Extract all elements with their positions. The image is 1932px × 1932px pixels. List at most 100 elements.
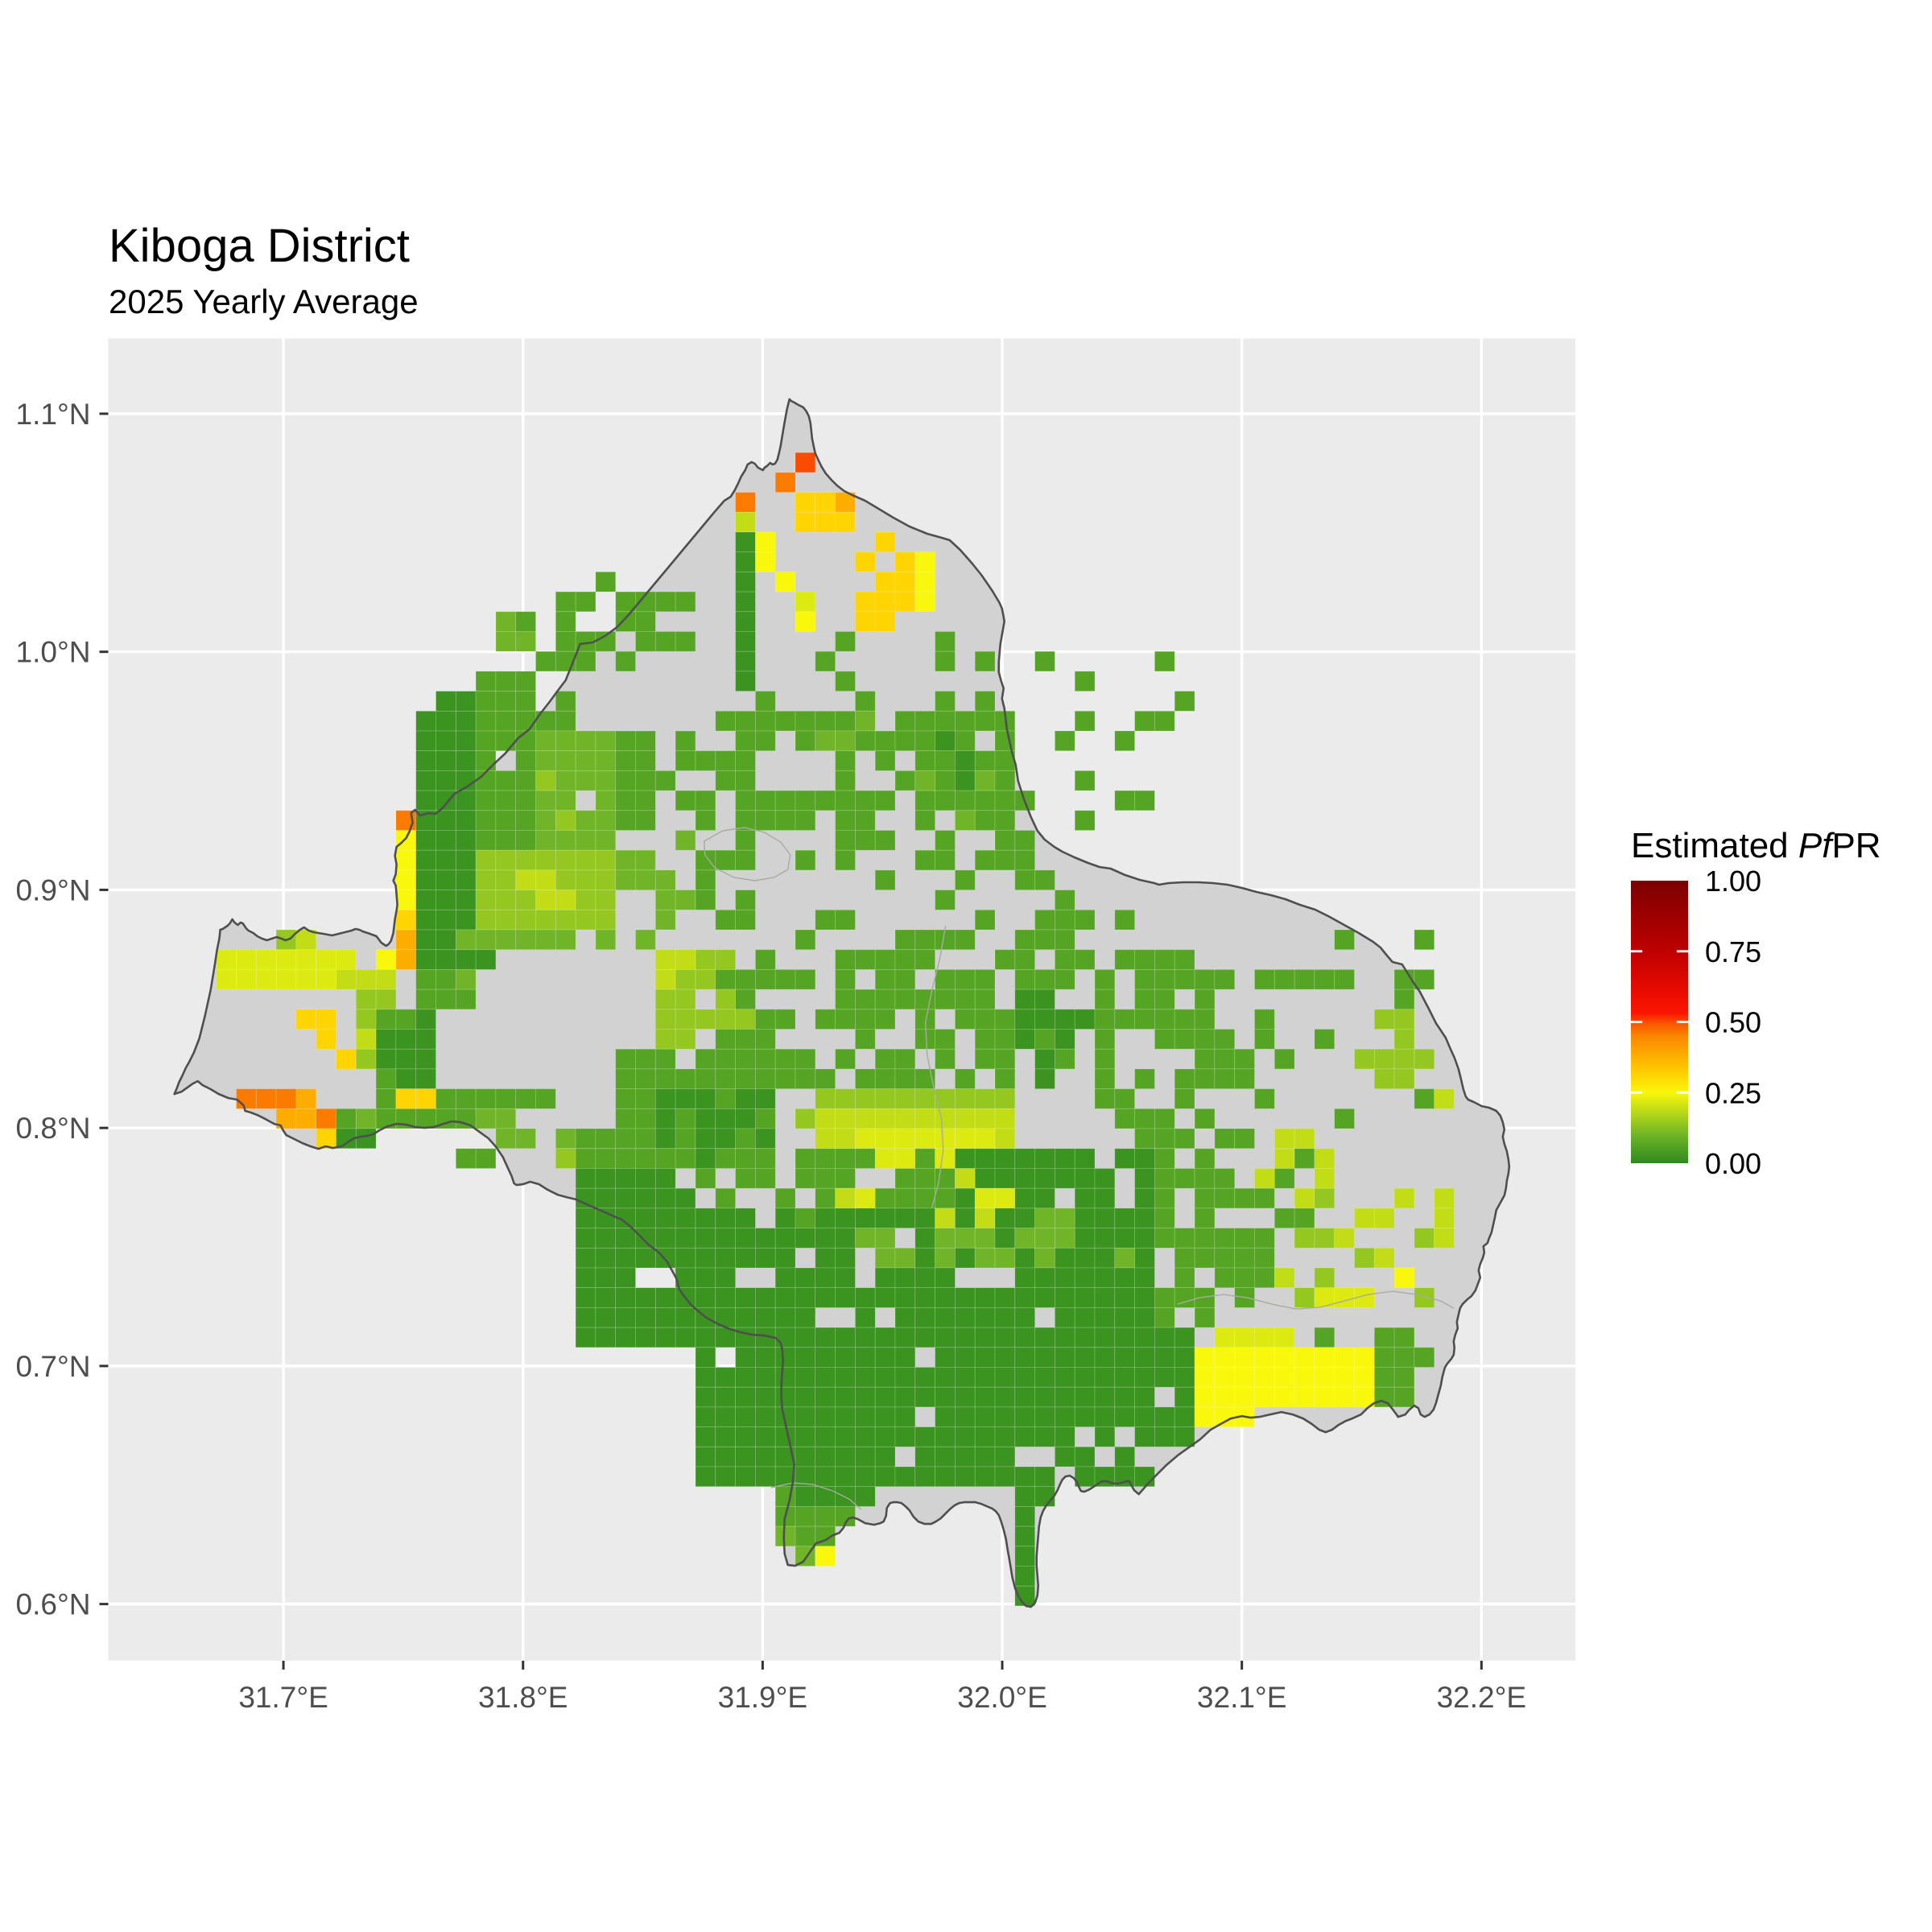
raster-cell bbox=[595, 572, 617, 592]
raster-cell bbox=[1055, 909, 1075, 931]
raster-cell bbox=[436, 989, 456, 1010]
raster-cell bbox=[855, 591, 876, 613]
raster-cell bbox=[735, 890, 756, 910]
raster-cell bbox=[1254, 1327, 1275, 1348]
raster-cell bbox=[715, 1208, 736, 1229]
raster-cell bbox=[635, 1148, 656, 1169]
raster-cell bbox=[815, 1367, 836, 1388]
raster-cell bbox=[1194, 1307, 1216, 1328]
raster-cell bbox=[815, 492, 836, 513]
raster-cell bbox=[914, 949, 936, 970]
raster-cell bbox=[914, 1426, 936, 1447]
raster-cell bbox=[1393, 1347, 1415, 1368]
raster-cell bbox=[695, 1228, 716, 1249]
raster-cell bbox=[795, 1446, 816, 1468]
raster-cell bbox=[515, 830, 536, 851]
raster-cell bbox=[1194, 989, 1216, 1010]
raster-cell bbox=[994, 1208, 1016, 1229]
raster-cell bbox=[735, 572, 756, 592]
raster-cell bbox=[415, 830, 436, 851]
raster-cell bbox=[535, 790, 556, 811]
raster-cell bbox=[1134, 1247, 1155, 1269]
raster-cell bbox=[575, 1128, 597, 1150]
raster-cell bbox=[436, 969, 456, 990]
raster-cell bbox=[1294, 1386, 1315, 1408]
raster-cell bbox=[715, 1088, 736, 1109]
raster-cell bbox=[1014, 1466, 1036, 1488]
raster-cell bbox=[1434, 1187, 1455, 1209]
raster-cell bbox=[455, 890, 477, 910]
raster-cell bbox=[1074, 1267, 1096, 1289]
raster-cell bbox=[1134, 1426, 1155, 1447]
raster-cell bbox=[535, 869, 556, 891]
raster-cell bbox=[955, 1009, 976, 1030]
raster-cell bbox=[555, 691, 576, 712]
raster-cell bbox=[994, 1247, 1016, 1269]
raster-cell bbox=[1354, 1247, 1375, 1269]
raster-cell bbox=[1055, 1267, 1075, 1289]
raster-cell bbox=[615, 1247, 636, 1269]
raster-cell bbox=[994, 1367, 1016, 1388]
raster-cell bbox=[935, 1148, 956, 1169]
raster-cell bbox=[455, 949, 477, 970]
raster-cell bbox=[475, 949, 497, 970]
raster-cell bbox=[994, 1327, 1016, 1348]
raster-cell bbox=[1134, 1108, 1155, 1129]
raster-cell bbox=[935, 890, 956, 910]
raster-cell bbox=[575, 730, 597, 752]
raster-cell bbox=[914, 1187, 936, 1209]
raster-cell bbox=[316, 1009, 336, 1030]
raster-cell bbox=[1154, 1029, 1175, 1050]
raster-cell bbox=[935, 989, 956, 1010]
raster-cell bbox=[855, 551, 876, 572]
raster-cell bbox=[575, 750, 597, 771]
raster-cell bbox=[735, 710, 756, 732]
raster-cell bbox=[1174, 1426, 1195, 1447]
raster-cell bbox=[675, 1208, 696, 1229]
raster-cell bbox=[615, 1287, 636, 1308]
raster-cell bbox=[1014, 1525, 1036, 1547]
raster-cell bbox=[1134, 1287, 1155, 1308]
raster-cell bbox=[1114, 1148, 1136, 1169]
raster-cell bbox=[1034, 1247, 1055, 1269]
raster-cell bbox=[415, 989, 436, 1010]
raster-cell bbox=[835, 1128, 856, 1150]
raster-cell bbox=[815, 1426, 836, 1447]
raster-cell bbox=[695, 890, 716, 910]
raster-cell bbox=[1014, 1168, 1036, 1189]
raster-cell bbox=[695, 1088, 716, 1109]
raster-cell bbox=[695, 1048, 716, 1070]
raster-cell bbox=[1214, 969, 1236, 990]
raster-cell bbox=[535, 830, 556, 851]
raster-cell bbox=[1094, 1367, 1116, 1388]
raster-cell bbox=[1294, 1208, 1315, 1229]
raster-cell bbox=[455, 730, 477, 752]
raster-cell bbox=[515, 710, 536, 732]
raster-cell bbox=[336, 1108, 357, 1129]
raster-cell bbox=[755, 710, 776, 732]
raster-cell bbox=[575, 830, 597, 851]
raster-cell bbox=[935, 750, 956, 771]
raster-cell bbox=[595, 869, 617, 891]
raster-cell bbox=[1354, 1347, 1375, 1368]
raster-cell bbox=[755, 1307, 776, 1328]
raster-cell bbox=[495, 691, 517, 712]
raster-cell bbox=[774, 1247, 796, 1269]
raster-cell bbox=[316, 969, 336, 990]
raster-cell bbox=[815, 1506, 836, 1527]
raster-cell bbox=[515, 611, 536, 632]
raster-cell bbox=[436, 830, 456, 851]
raster-cell bbox=[675, 790, 696, 811]
raster-cell bbox=[994, 1148, 1016, 1169]
raster-cell bbox=[1274, 1048, 1295, 1070]
raster-cell bbox=[1074, 1446, 1096, 1468]
raster-cell bbox=[795, 1486, 816, 1507]
raster-cell bbox=[1174, 1247, 1195, 1269]
raster-cell bbox=[1373, 1247, 1395, 1269]
raster-cell bbox=[475, 909, 497, 931]
raster-cell bbox=[1254, 1029, 1275, 1050]
raster-cell bbox=[615, 730, 636, 752]
raster-cell bbox=[955, 770, 976, 791]
raster-cell bbox=[1134, 1307, 1155, 1328]
raster-cell bbox=[735, 1029, 756, 1050]
